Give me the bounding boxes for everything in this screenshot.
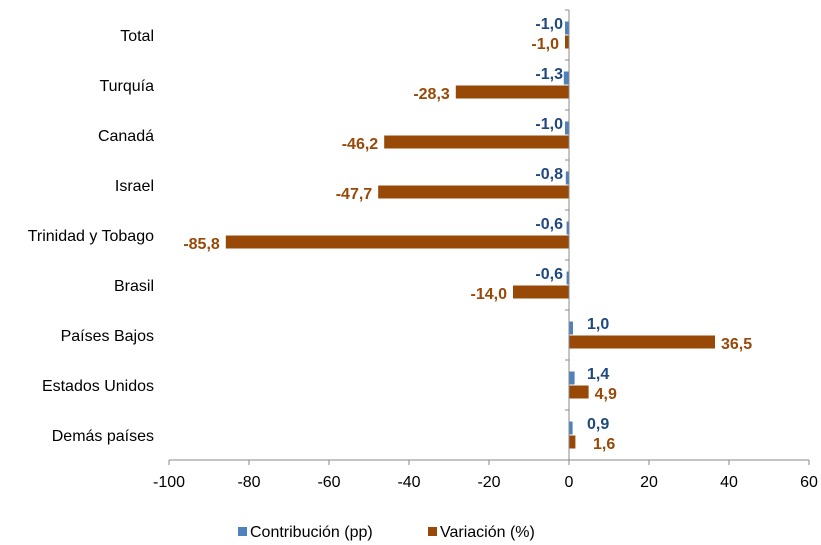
contribucion-data-label: -0,6 xyxy=(535,216,563,233)
category-label: Canadá xyxy=(98,128,154,145)
contribucion-bar xyxy=(563,71,569,85)
variacion-data-label: 4,9 xyxy=(595,386,617,403)
x-tick-label: -80 xyxy=(237,474,260,491)
variacion-bar xyxy=(569,385,589,399)
variacion-data-label: -28,3 xyxy=(413,86,450,103)
category-label: Total xyxy=(120,28,154,45)
legend-contribucion-swatch xyxy=(238,527,247,536)
contribucion-bar xyxy=(569,371,575,385)
variacion-data-label: -46,2 xyxy=(342,136,379,153)
variacion-data-label: -14,0 xyxy=(471,286,508,303)
contribucion-data-label: -1,0 xyxy=(535,116,563,133)
contribucion-bar xyxy=(566,221,569,235)
contribucion-data-label: -0,8 xyxy=(535,166,563,183)
contribucion-data-label: -0,6 xyxy=(535,266,563,283)
variacion-bar xyxy=(569,335,715,349)
variacion-bar xyxy=(378,185,569,199)
contribucion-data-label: 1,0 xyxy=(587,316,609,333)
contribucion-data-label: 0,9 xyxy=(587,416,609,433)
x-tick-label: -40 xyxy=(397,474,420,491)
category-label: Estados Unidos xyxy=(42,378,154,395)
x-tick-label: 60 xyxy=(800,474,818,491)
legend-variacion-swatch xyxy=(428,527,437,536)
contribucion-bar xyxy=(569,421,573,435)
variacion-data-label: -47,7 xyxy=(336,186,373,203)
variacion-bar xyxy=(513,285,569,299)
variacion-bar xyxy=(569,435,576,449)
category-label: Turquía xyxy=(99,78,154,95)
variacion-data-label: 36,5 xyxy=(721,336,752,353)
variacion-data-label: -85,8 xyxy=(183,236,220,253)
contribucion-bar xyxy=(569,321,573,335)
x-tick-label: 0 xyxy=(565,474,574,491)
x-tick-label: 40 xyxy=(720,474,738,491)
contribucion-data-label: -1,0 xyxy=(535,16,563,33)
contribucion-data-label: -1,3 xyxy=(535,66,563,83)
legend: Contribución (pp) Variación (%) xyxy=(238,524,535,541)
contribucion-data-label: 1,4 xyxy=(587,366,609,383)
variacion-bar xyxy=(455,85,569,99)
variacion-data-label: 1,6 xyxy=(593,436,615,453)
contribucion-bar xyxy=(565,21,569,35)
variacion-bar xyxy=(384,135,569,149)
x-tick-label: -100 xyxy=(153,474,185,491)
legend-variacion-label: Variación (%) xyxy=(440,524,535,541)
variacion-bar xyxy=(225,235,570,249)
x-tick-label: -20 xyxy=(477,474,500,491)
legend-contribucion-label: Contribución (pp) xyxy=(250,524,373,541)
contribucion-bar xyxy=(565,171,569,185)
variacion-bar xyxy=(565,35,569,49)
x-tick-label: -60 xyxy=(317,474,340,491)
contribucion-bar xyxy=(566,271,569,285)
category-label: Países Bajos xyxy=(61,328,154,345)
category-label: Trinidad y Tobago xyxy=(28,228,154,245)
category-label: Brasil xyxy=(114,278,154,295)
category-label: Israel xyxy=(115,178,154,195)
x-tick-label: 20 xyxy=(640,474,658,491)
contribucion-bar xyxy=(565,121,569,135)
category-label: Demás países xyxy=(52,428,154,445)
variacion-data-label: -1,0 xyxy=(531,36,559,53)
